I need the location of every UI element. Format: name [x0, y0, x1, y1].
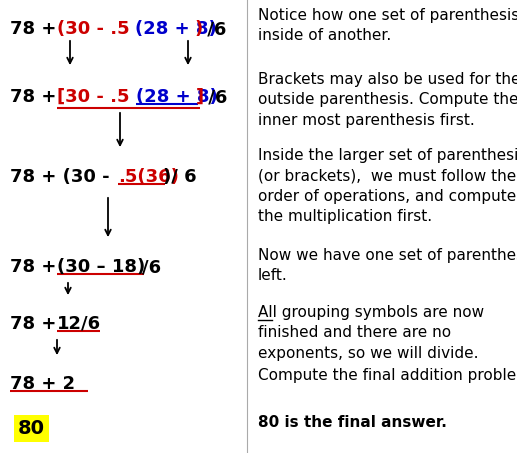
Text: (28 + 8): (28 + 8) — [136, 88, 218, 106]
Text: (28 + 8): (28 + 8) — [135, 20, 217, 38]
Text: /6: /6 — [201, 20, 226, 38]
Text: )/ 6: )/ 6 — [163, 168, 196, 186]
Text: .5(36): .5(36) — [118, 168, 179, 186]
Text: Notice how one set of parenthesis is
inside of another.: Notice how one set of parenthesis is ins… — [258, 8, 517, 43]
Text: 78 +: 78 + — [10, 315, 63, 333]
Text: /6: /6 — [142, 258, 161, 276]
Text: Inside the larger set of parenthesis
(or brackets),  we must follow the
order of: Inside the larger set of parenthesis (or… — [258, 148, 517, 224]
Text: ): ) — [195, 20, 203, 38]
Text: Brackets may also be used for the
outside parenthesis. Compute the
inner most pa: Brackets may also be used for the outsid… — [258, 72, 517, 128]
Text: 78 +: 78 + — [10, 88, 63, 106]
Text: 78 + (30 -: 78 + (30 - — [10, 168, 116, 186]
Text: (30 – 18): (30 – 18) — [57, 258, 145, 276]
Text: 80: 80 — [18, 419, 45, 438]
Text: /6: /6 — [202, 88, 227, 106]
Text: Compute the final addition problem.: Compute the final addition problem. — [258, 368, 517, 383]
Text: 12/6: 12/6 — [57, 315, 101, 333]
Text: ]: ] — [196, 88, 204, 106]
Text: Now we have one set of parenthesis
left.: Now we have one set of parenthesis left. — [258, 248, 517, 284]
Text: 78 +: 78 + — [10, 258, 63, 276]
Text: (30 - .5: (30 - .5 — [57, 20, 130, 38]
Text: All grouping symbols are now
finished and there are no
exponents, so we will div: All grouping symbols are now finished an… — [258, 305, 484, 361]
Text: 78 + 2: 78 + 2 — [10, 375, 75, 393]
Text: 80 is the final answer.: 80 is the final answer. — [258, 415, 447, 430]
Text: 78 +: 78 + — [10, 20, 63, 38]
Text: [30 - .5: [30 - .5 — [57, 88, 129, 106]
